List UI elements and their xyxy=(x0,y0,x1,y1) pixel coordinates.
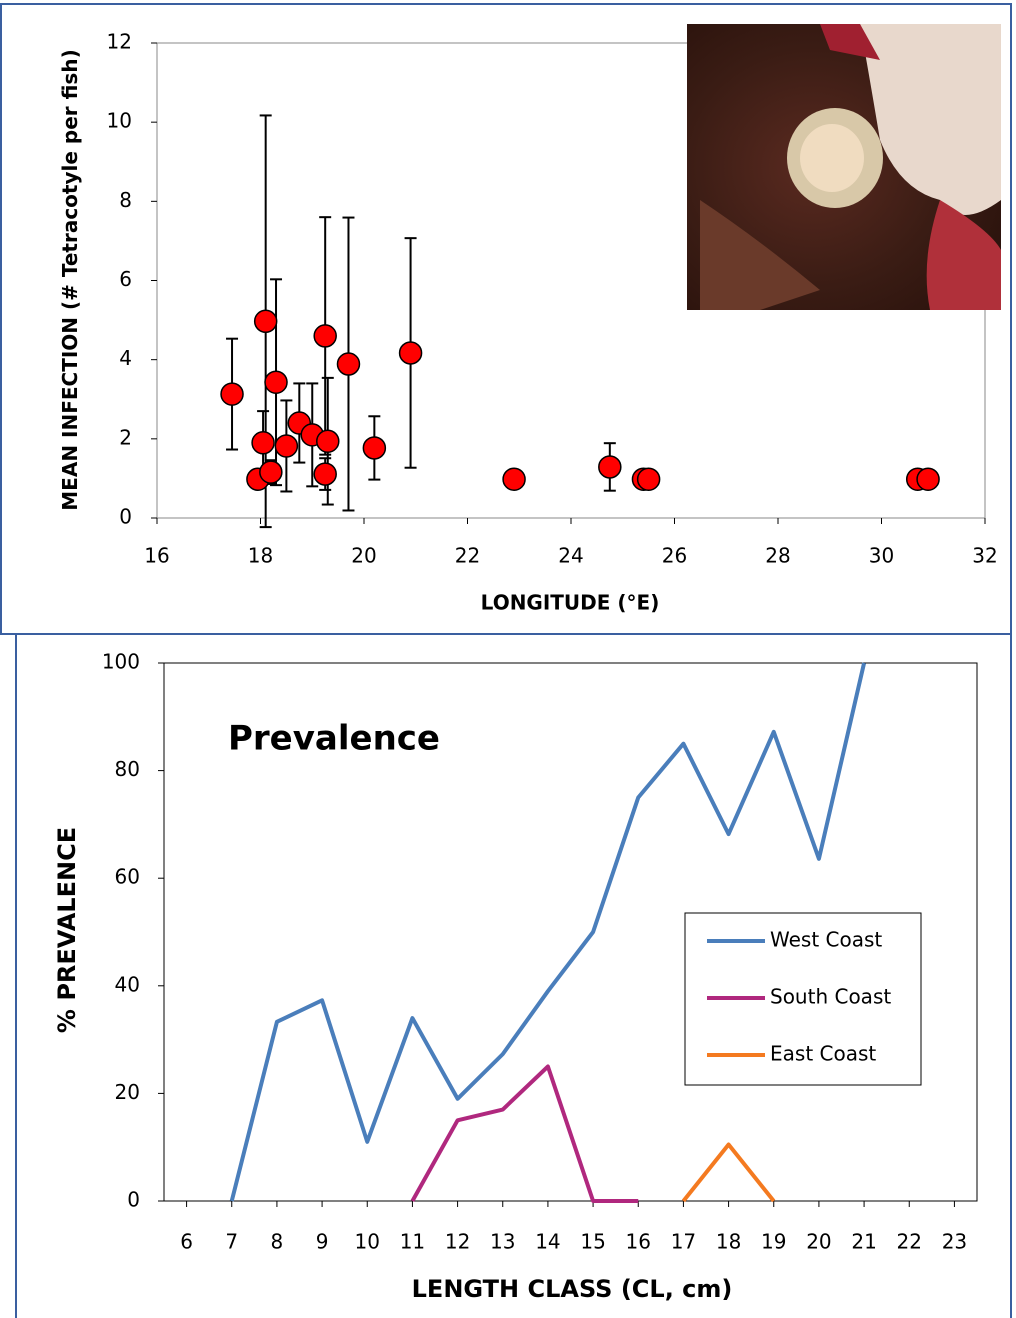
x-axis-label: LONGITUDE (°E) xyxy=(481,591,660,615)
x-axis-label: LENGTH CLASS (CL, cm) xyxy=(412,1275,733,1303)
point xyxy=(313,462,337,486)
x-tick-label: 11 xyxy=(400,1230,425,1254)
inset-photo xyxy=(687,24,1001,310)
point xyxy=(274,434,299,458)
annotation: Prevalence xyxy=(228,719,440,759)
point xyxy=(362,436,387,460)
y-tick-label: 2 xyxy=(119,425,132,449)
x-tick-label: 6 xyxy=(180,1230,193,1254)
x-tick-label: 20 xyxy=(806,1230,831,1254)
y-tick-label: 12 xyxy=(107,30,132,54)
y-tick-label: 10 xyxy=(107,109,132,133)
x-tick-label: 8 xyxy=(271,1230,284,1254)
legend-label: South Coast xyxy=(770,985,891,1009)
x-tick-label: 19 xyxy=(761,1230,786,1254)
point xyxy=(316,429,340,453)
y-tick-label: 40 xyxy=(115,972,140,996)
y-tick-label: 20 xyxy=(115,1080,140,1104)
x-tick-label: 17 xyxy=(671,1230,696,1254)
x-tick-label: 20 xyxy=(351,544,376,568)
point xyxy=(220,382,244,406)
point xyxy=(502,467,526,491)
y-tick-label: 6 xyxy=(119,267,132,291)
x-tick-label: 16 xyxy=(626,1230,651,1254)
series-line xyxy=(229,662,867,1202)
y-tick-label: 60 xyxy=(115,865,140,889)
x-tick-label: 22 xyxy=(455,544,480,568)
point xyxy=(636,467,661,491)
y-tick-label: 4 xyxy=(119,346,132,370)
point xyxy=(313,324,337,348)
point xyxy=(398,341,423,365)
point xyxy=(251,431,275,455)
y-tick-label: 100 xyxy=(102,650,140,674)
x-tick-label: 18 xyxy=(248,544,273,568)
plot-area xyxy=(163,662,978,1202)
x-tick-label: 14 xyxy=(535,1230,560,1254)
panel-border xyxy=(0,3,1012,635)
x-tick-label: 21 xyxy=(851,1230,876,1254)
legend-label: East Coast xyxy=(770,1042,876,1066)
y-axis-label: % PREVALENCE xyxy=(53,827,81,1033)
x-tick-label: 12 xyxy=(445,1230,470,1254)
y-axis-label: MEAN INFECTION (# Tetracotyle per fish) xyxy=(58,49,82,511)
point xyxy=(259,460,283,484)
x-tick-label: 22 xyxy=(897,1230,922,1254)
series-line xyxy=(410,1064,639,1203)
series-line xyxy=(681,1142,776,1203)
point xyxy=(336,352,361,376)
legend-label: West Coast xyxy=(770,928,882,952)
x-tick-label: 23 xyxy=(942,1230,967,1254)
y-tick-label: 0 xyxy=(119,505,132,529)
point xyxy=(253,309,278,334)
y-tick-label: 0 xyxy=(127,1188,140,1212)
x-tick-label: 28 xyxy=(765,544,790,568)
x-tick-label: 18 xyxy=(716,1230,741,1254)
point xyxy=(598,455,622,479)
point xyxy=(264,370,288,394)
x-tick-label: 13 xyxy=(490,1230,515,1254)
point xyxy=(916,467,940,491)
y-tick-label: 80 xyxy=(115,757,140,781)
x-tick-label: 32 xyxy=(972,544,997,568)
x-tick-label: 24 xyxy=(558,544,583,568)
x-tick-label: 30 xyxy=(869,544,894,568)
x-tick-label: 26 xyxy=(662,544,687,568)
x-tick-label: 16 xyxy=(144,544,169,568)
x-tick-label: 15 xyxy=(580,1230,605,1254)
y-tick-label: 8 xyxy=(119,188,132,212)
x-tick-label: 7 xyxy=(225,1230,238,1254)
x-tick-label: 10 xyxy=(355,1230,380,1254)
x-tick-label: 9 xyxy=(316,1230,329,1254)
